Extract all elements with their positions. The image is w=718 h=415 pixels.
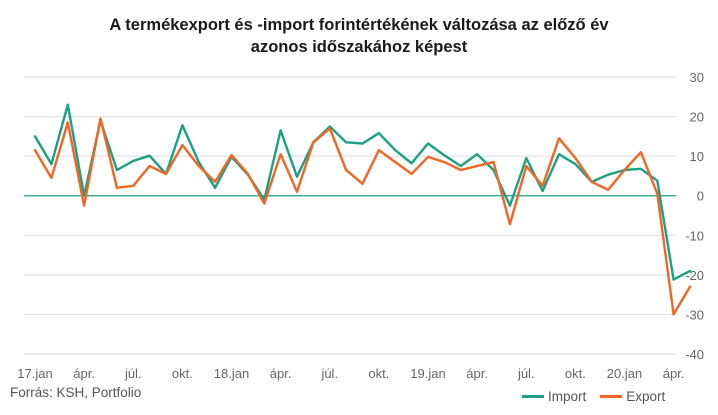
legend-label-export: Export	[626, 389, 666, 404]
x-tick-label: ápr.	[466, 366, 488, 381]
x-tick-label: ápr.	[73, 366, 95, 381]
y-tick-label: -20	[685, 268, 704, 283]
x-tick-label: okt.	[368, 366, 389, 381]
x-tick-label: 19.jan	[410, 366, 445, 381]
y-tick-label: 10	[690, 149, 704, 164]
legend-item-export: Export	[600, 389, 665, 404]
legend-swatch-import	[522, 395, 544, 398]
x-tick-label: okt.	[172, 366, 193, 381]
chart-title-line2: azonos időszakához képest	[250, 38, 468, 56]
chart-title-line1: A termékexport és -import forintértékéne…	[109, 16, 609, 34]
y-tick-label: 20	[690, 110, 704, 125]
x-tick-label: ápr.	[663, 366, 685, 381]
x-tick-label: ápr.	[270, 366, 292, 381]
chart-title: A termékexport és -import forintértékéne…	[0, 14, 718, 58]
y-tick-label: 30	[690, 70, 704, 85]
y-tick-label: 0	[697, 189, 704, 204]
x-tick-label: júl.	[320, 366, 338, 381]
x-tick-label: júl.	[124, 366, 142, 381]
series-line-export	[33, 117, 692, 316]
series-line-import	[33, 103, 692, 281]
legend-item-import: Import	[522, 389, 586, 404]
y-tick-label: -10	[685, 228, 704, 243]
x-tick-label: okt.	[565, 366, 586, 381]
x-tick-label: 20.jan	[607, 366, 642, 381]
source-note: Forrás: KSH, Portfolio	[10, 385, 142, 400]
legend-label-import: Import	[548, 389, 587, 404]
x-tick-label: 18.jan	[214, 366, 249, 381]
y-tick-label: -30	[685, 307, 704, 322]
legend: Import Export	[522, 389, 679, 404]
x-tick-label: júl.	[517, 366, 535, 381]
y-tick-label: -40	[685, 347, 704, 362]
legend-swatch-export	[600, 395, 623, 398]
x-tick-label: 17.jan	[17, 366, 52, 381]
